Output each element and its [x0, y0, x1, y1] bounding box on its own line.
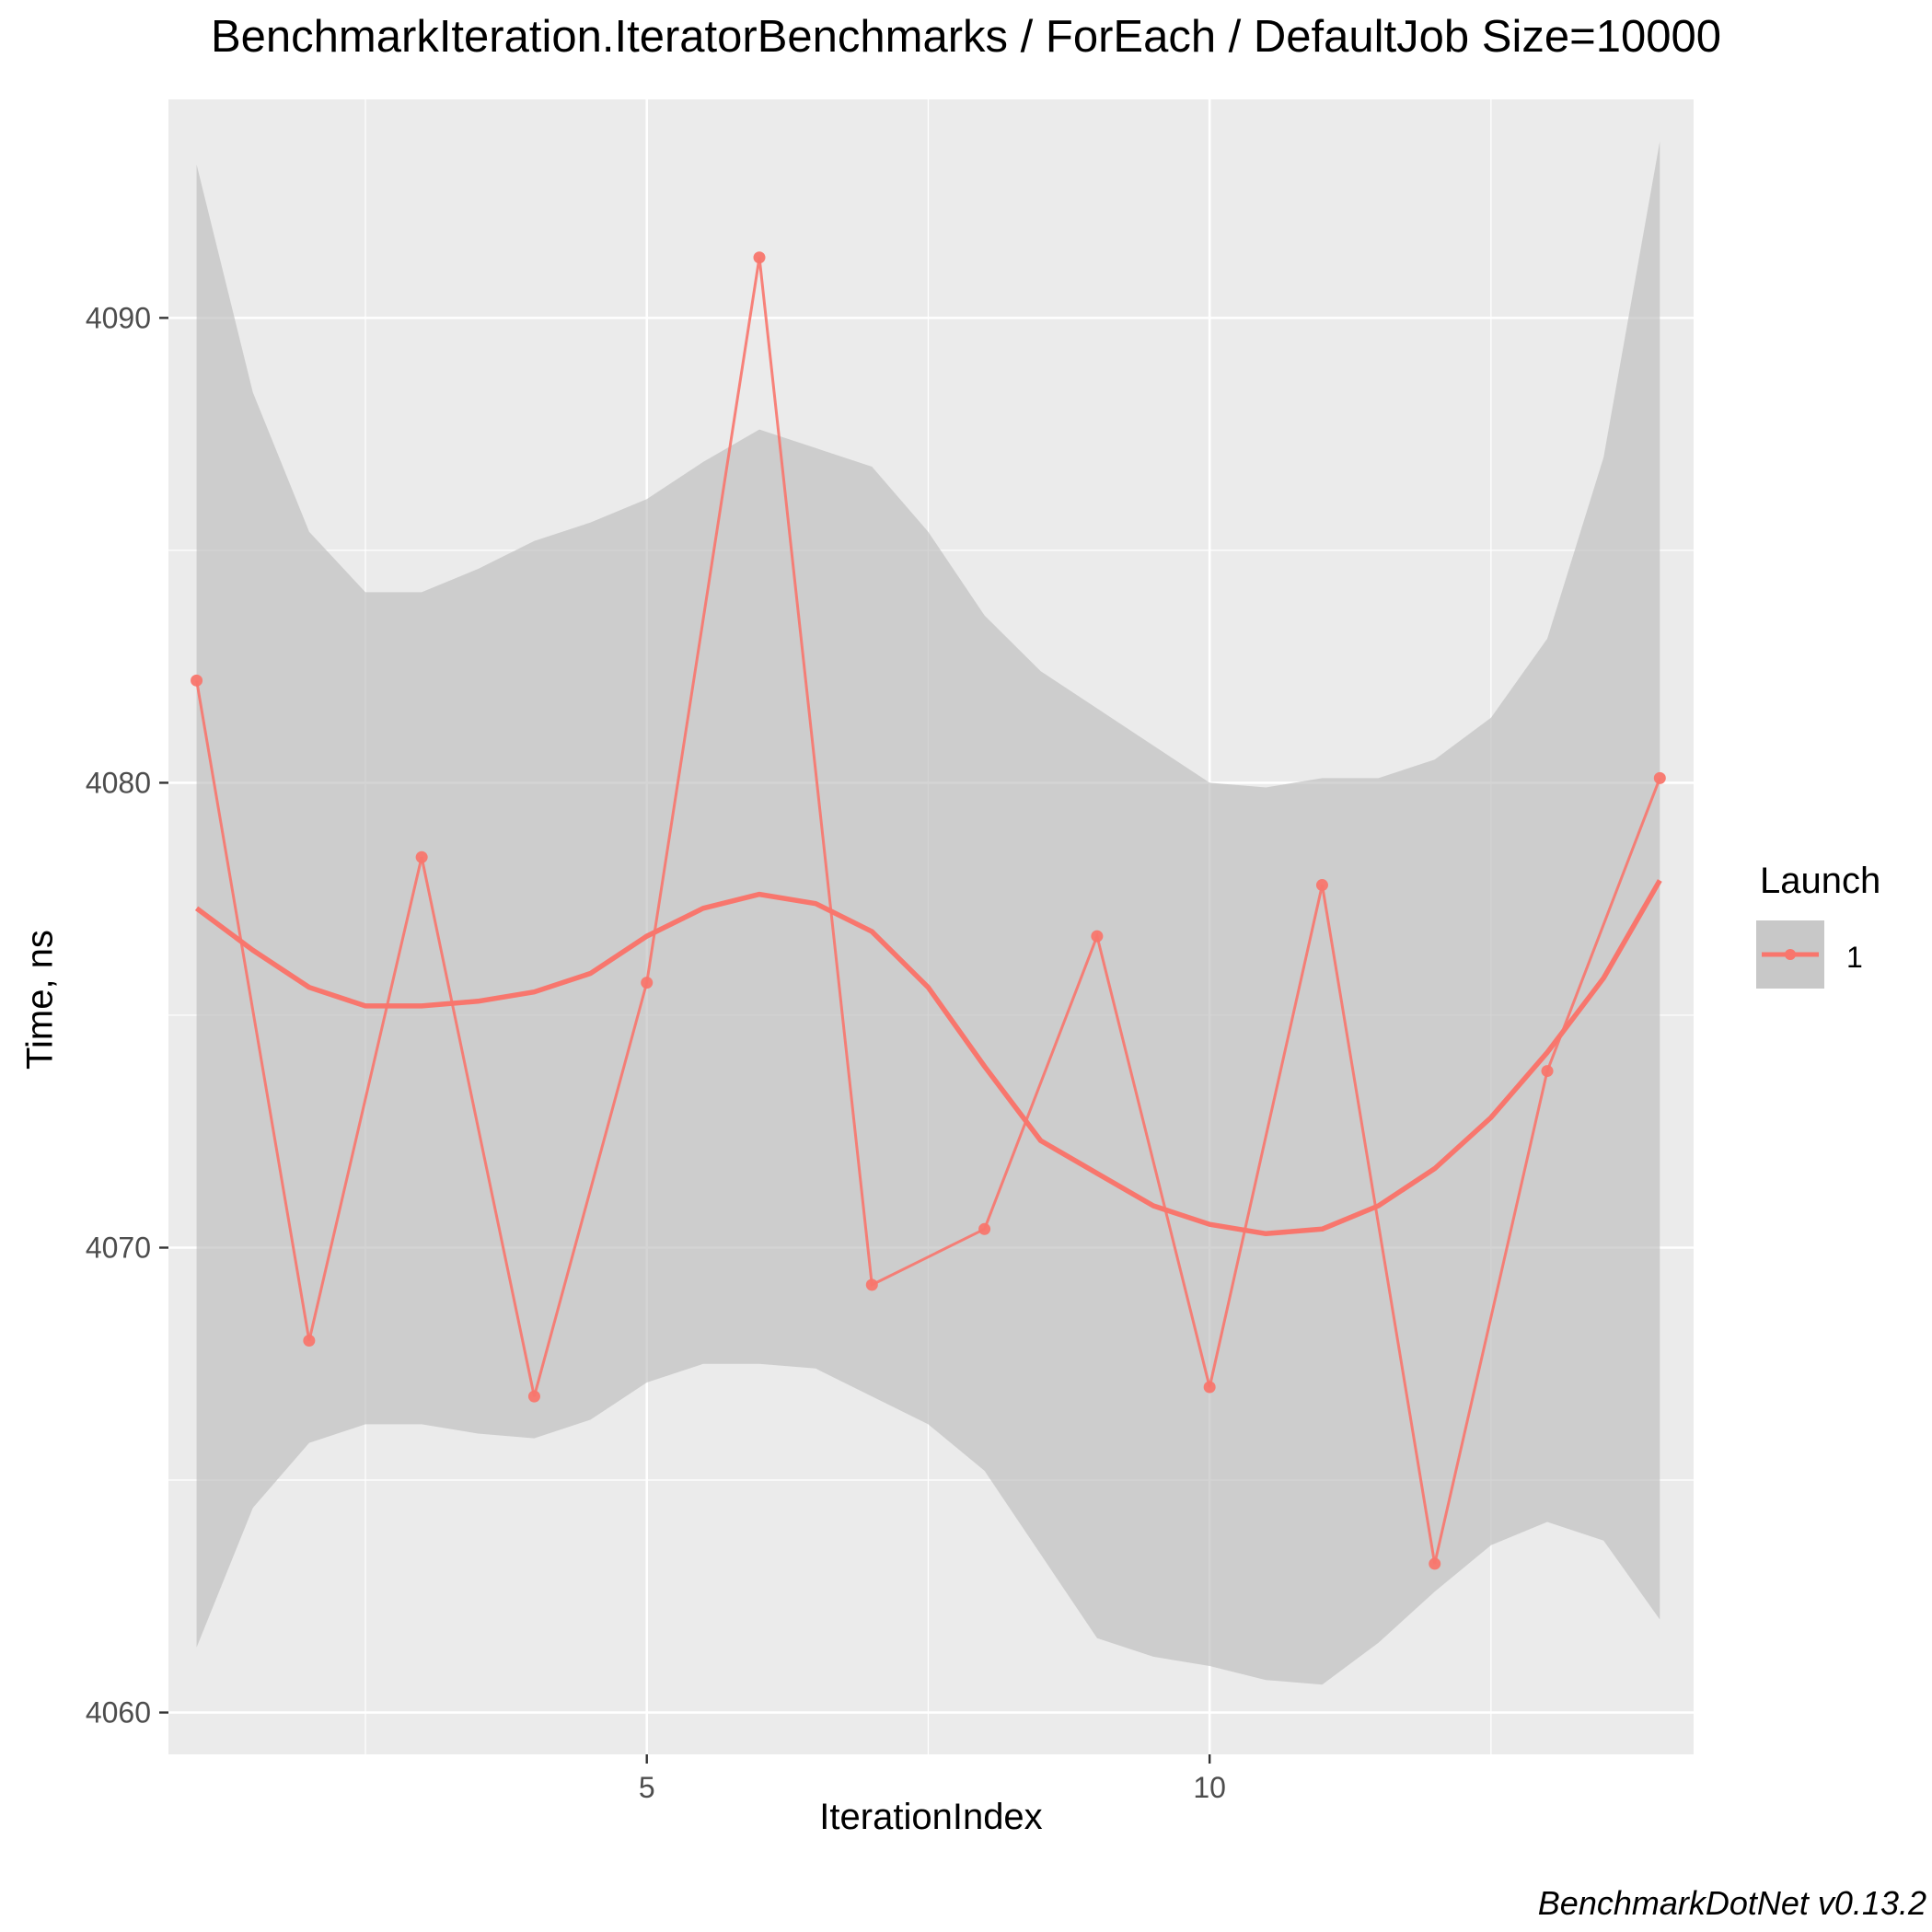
data-point — [978, 1222, 991, 1235]
legend-title: Launch — [1760, 861, 1881, 901]
legend-key-point — [1785, 949, 1796, 960]
y-tick-label: 4060 — [86, 1696, 151, 1730]
y-axis-label: Time, ns — [19, 930, 61, 1070]
chart-title: BenchmarkIteration.IteratorBenchmarks / … — [211, 12, 1721, 62]
y-tick-label: 4090 — [86, 301, 151, 334]
data-point — [1653, 771, 1666, 784]
data-point — [1091, 930, 1104, 943]
data-point — [865, 1278, 878, 1291]
legend-key — [1756, 920, 1824, 989]
data-point — [1429, 1557, 1441, 1570]
x-tick-label: 5 — [639, 1771, 655, 1804]
data-point — [1315, 879, 1328, 892]
data-point — [641, 977, 654, 989]
y-axis-ticks: 4060 4070 4080 4090 — [86, 301, 168, 1730]
data-point — [191, 674, 203, 687]
x-axis-ticks: 5 10 — [639, 1754, 1226, 1804]
x-tick-label: 10 — [1193, 1771, 1226, 1804]
legend-label: 1 — [1846, 941, 1863, 974]
x-axis-label: IterationIndex — [819, 1797, 1043, 1837]
data-point — [527, 1390, 540, 1403]
data-point — [303, 1335, 316, 1347]
data-point — [1203, 1381, 1216, 1394]
confidence-band — [196, 141, 1660, 1685]
y-tick-label: 4070 — [86, 1231, 151, 1264]
series-line — [195, 257, 1661, 1565]
smooth-line — [194, 879, 1662, 1237]
data-point — [753, 251, 766, 264]
confidence-band-layer — [196, 141, 1660, 1685]
y-tick-label: 4080 — [86, 766, 151, 799]
smooth-layer — [194, 879, 1662, 1237]
series-layer — [191, 251, 1666, 1570]
caption: BenchmarkDotNet v0.13.2 — [1537, 1884, 1926, 1922]
data-point — [1541, 1065, 1554, 1078]
data-point — [415, 850, 428, 863]
